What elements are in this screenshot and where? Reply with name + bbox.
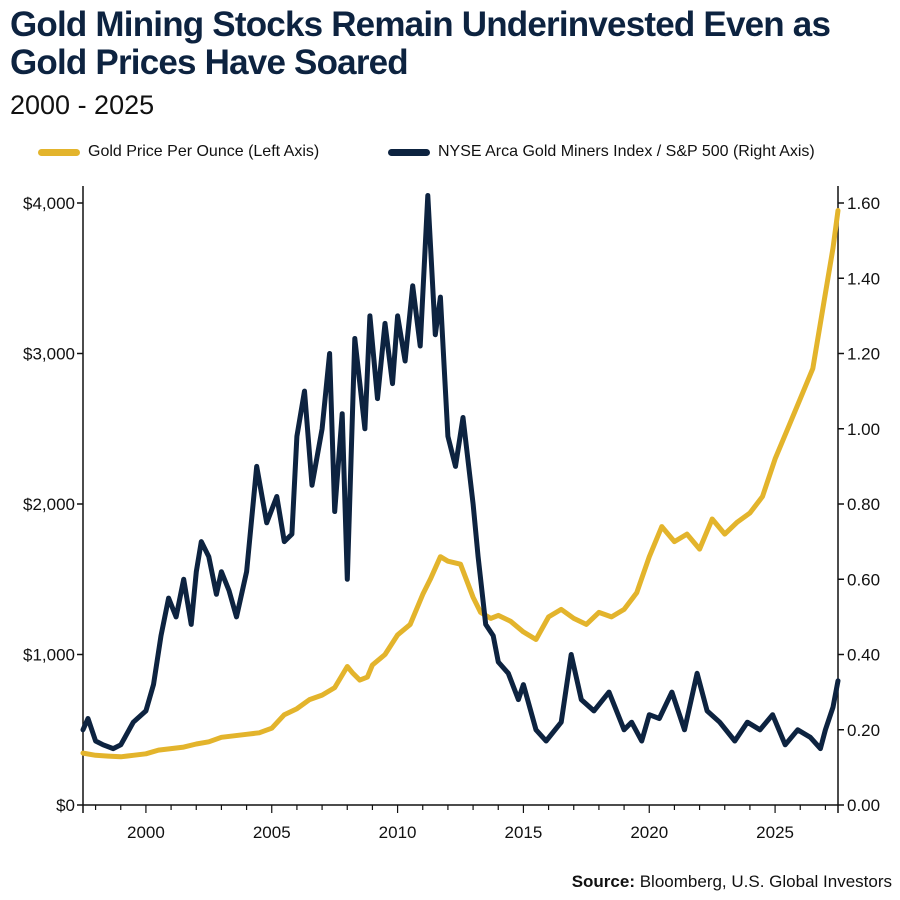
- right-axis-tick-label: 0.80: [847, 495, 880, 514]
- x-axis-tick-label: 2025: [756, 823, 794, 842]
- right-axis-tick-label: 1.20: [847, 345, 880, 364]
- left-axis-tick-label: $0: [56, 796, 75, 815]
- source-label: Source:: [571, 872, 635, 891]
- chart-title: Gold Mining Stocks Remain Underinvested …: [10, 5, 831, 82]
- x-axis-tick-label: 2005: [253, 823, 291, 842]
- legend-label-gold: Gold Price Per Ounce (Left Axis): [88, 143, 320, 160]
- right-axis-tick-label: 0.00: [847, 796, 880, 815]
- x-axis-tick-label: 2015: [505, 823, 543, 842]
- right-axis-tick-label: 0.60: [847, 570, 880, 589]
- right-axis-tick-label: 1.60: [847, 194, 880, 213]
- legend-item-ratio: NYSE Arca Gold Miners Index / S&P 500 (R…: [388, 143, 815, 161]
- legend-swatch-gold: [38, 148, 80, 156]
- gold-price-line: [80, 208, 841, 760]
- chart-axes: $0 $1,000 $2,000 $3,000 $4,000 0.00 0.20 0.40 0.…: [23, 186, 880, 842]
- left-axis-tick-label: $3,000: [23, 345, 75, 364]
- gold-miners-ratio-line: [80, 193, 841, 752]
- source-text: Bloomberg, U.S. Global Investors: [639, 872, 892, 891]
- right-axis-tick-label: 1.00: [847, 420, 880, 439]
- chart-series: [80, 193, 841, 760]
- chart-subtitle: 2000 - 2025: [10, 90, 155, 120]
- right-axis-tick-label: 1.40: [847, 269, 880, 288]
- left-axis-tick-label: $2,000: [23, 495, 75, 514]
- right-axis-tick-label: 0.20: [847, 721, 880, 740]
- legend-item-gold: Gold Price Per Ounce (Left Axis): [38, 143, 319, 161]
- left-axis-tick-label: $1,000: [23, 646, 75, 665]
- x-axis-tick-label: 2020: [630, 823, 668, 842]
- legend-swatch-ratio: [388, 148, 430, 156]
- right-axis-tick-label: 0.40: [847, 646, 880, 665]
- x-axis-tick-label: 2010: [379, 823, 417, 842]
- left-axis-tick-label: $4,000: [23, 194, 75, 213]
- x-axis-tick-label: 2000: [127, 823, 165, 842]
- legend-label-ratio: NYSE Arca Gold Miners Index / S&P 500 (R…: [438, 143, 815, 160]
- source-note: Source: Bloomberg, U.S. Global Investors: [572, 872, 892, 892]
- legend: Gold Price Per Ounce (Left Axis) NYSE Ar…: [38, 143, 898, 169]
